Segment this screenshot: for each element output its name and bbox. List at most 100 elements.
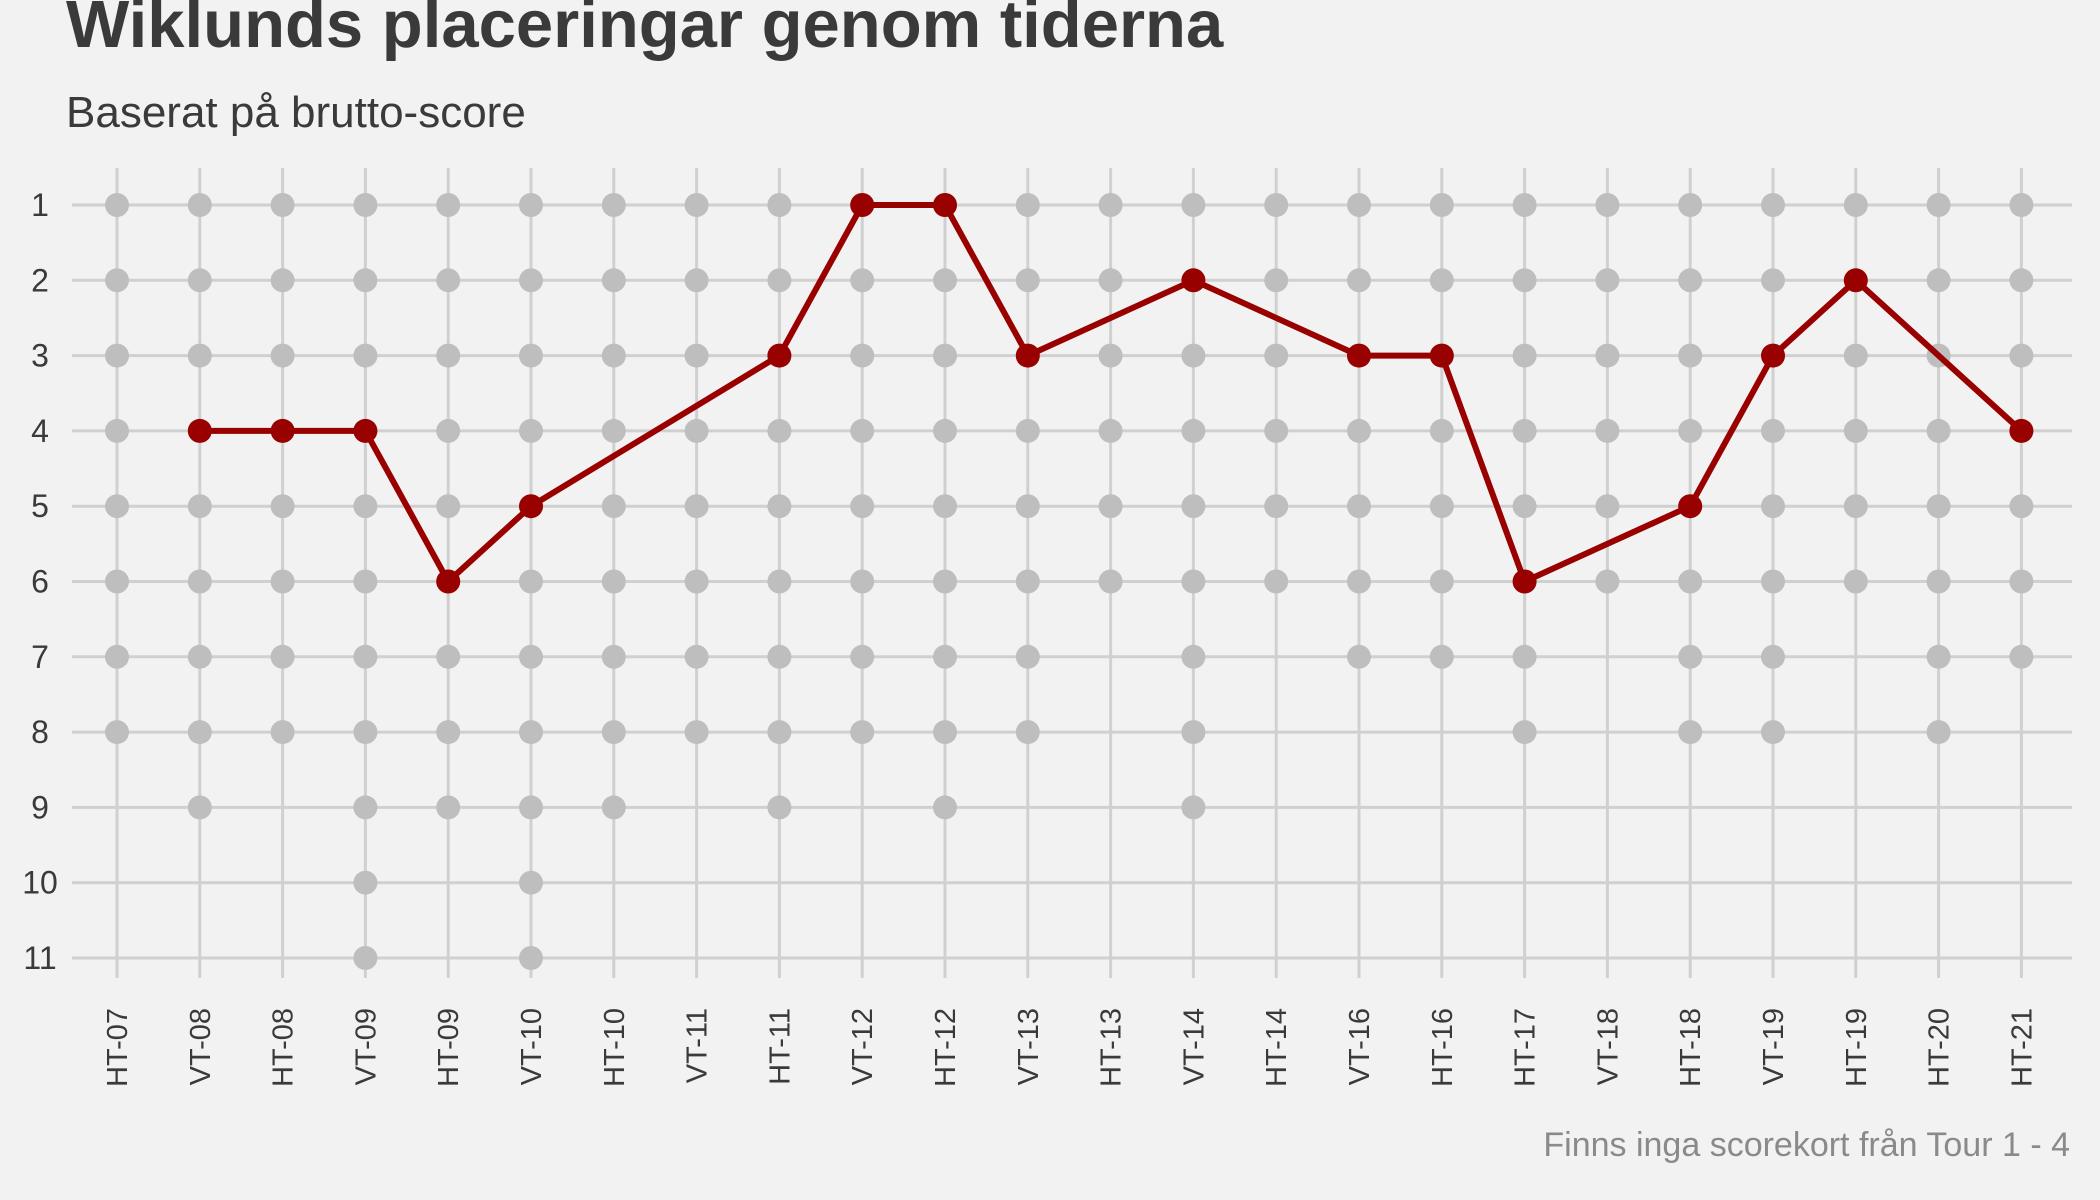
field-point	[684, 193, 709, 217]
field-point	[1429, 644, 1454, 669]
field-point	[850, 494, 875, 519]
field-point	[1347, 644, 1371, 669]
field-point	[1595, 418, 1620, 443]
field-point	[1347, 418, 1371, 443]
series-point	[2009, 418, 2034, 443]
y-tick-label: 1	[31, 187, 49, 223]
series-point	[1843, 268, 1868, 293]
field-point	[1015, 418, 1040, 443]
field-point	[1264, 418, 1289, 443]
series-point	[1015, 343, 1040, 368]
field-point	[270, 644, 295, 669]
field-point	[436, 343, 461, 368]
field-point	[601, 569, 626, 594]
field-point	[1264, 268, 1289, 293]
field-point	[2009, 644, 2034, 669]
field-point	[1926, 494, 1951, 519]
series-point	[1678, 494, 1703, 519]
field-point	[353, 870, 378, 895]
field-point	[933, 569, 957, 594]
field-point	[353, 720, 378, 745]
series-point	[436, 569, 461, 594]
field-point	[767, 644, 792, 669]
field-point	[684, 268, 709, 293]
field-point	[270, 569, 295, 594]
field-point	[187, 795, 212, 820]
field-point	[1347, 268, 1371, 293]
series-point	[850, 193, 875, 217]
field-point	[1098, 193, 1123, 217]
x-tick-label: HT-16	[1427, 1008, 1459, 1087]
field-point	[1181, 343, 1206, 368]
field-point	[1761, 193, 1785, 217]
y-tick-label: 9	[31, 789, 49, 825]
field-point	[436, 418, 461, 443]
series-point	[519, 494, 543, 519]
field-point	[1429, 268, 1454, 293]
field-point	[1015, 644, 1040, 669]
series-point	[1181, 268, 1206, 293]
y-tick-label: 11	[23, 940, 56, 976]
field-point	[1512, 268, 1537, 293]
field-point	[1181, 193, 1206, 217]
field-point	[850, 343, 875, 368]
field-point	[353, 494, 378, 519]
field-point	[767, 720, 792, 745]
series-point	[767, 343, 792, 368]
field-point	[353, 343, 378, 368]
field-point	[1429, 418, 1454, 443]
chart-title: Wiklunds placeringar genom tiderna	[66, 0, 1224, 62]
field-point	[436, 494, 461, 519]
field-point	[1264, 494, 1289, 519]
field-point	[436, 795, 461, 820]
field-point	[601, 720, 626, 745]
y-tick-label: 8	[31, 714, 49, 750]
x-tick-label: HT-08	[268, 1008, 300, 1087]
field-point	[1347, 193, 1371, 217]
field-point	[601, 644, 626, 669]
field-point	[519, 946, 543, 970]
field-point	[767, 494, 792, 519]
field-point	[933, 720, 957, 745]
field-point	[1181, 795, 1206, 820]
field-point	[519, 870, 543, 895]
x-tick-label: HT-19	[1841, 1008, 1873, 1087]
field-point	[601, 418, 626, 443]
field-point	[1098, 569, 1123, 594]
field-point	[1347, 569, 1371, 594]
field-point	[1595, 343, 1620, 368]
x-tick-label: VT-13	[1013, 1008, 1045, 1085]
field-point	[436, 193, 461, 217]
field-point	[187, 268, 212, 293]
y-tick-label: 10	[22, 865, 58, 901]
field-point	[187, 569, 212, 594]
field-point	[1843, 418, 1868, 443]
field-point	[187, 644, 212, 669]
field-point	[187, 720, 212, 745]
field-point	[270, 193, 295, 217]
field-point	[684, 494, 709, 519]
field-point	[1761, 644, 1785, 669]
field-point	[767, 569, 792, 594]
series-point	[933, 193, 957, 217]
field-point	[105, 644, 129, 669]
y-tick-label: 7	[31, 639, 49, 675]
x-tick-label: VT-11	[682, 1008, 714, 1083]
field-point	[105, 343, 129, 368]
field-point	[1843, 343, 1868, 368]
field-point	[767, 268, 792, 293]
field-point	[270, 720, 295, 745]
x-tick-label: HT-09	[433, 1008, 465, 1087]
y-tick-label: 6	[31, 564, 49, 600]
field-point	[767, 418, 792, 443]
y-tick-label: 3	[31, 338, 49, 374]
field-point	[684, 644, 709, 669]
field-point	[519, 720, 543, 745]
field-point	[1181, 720, 1206, 745]
x-tick-label: HT-10	[599, 1008, 631, 1087]
x-tick-label: VT-08	[185, 1008, 217, 1085]
field-point	[933, 268, 957, 293]
field-point	[270, 268, 295, 293]
field-point	[1761, 569, 1785, 594]
